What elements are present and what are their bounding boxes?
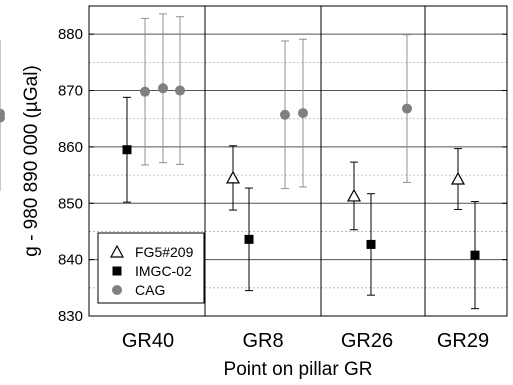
point-marker-cag — [140, 86, 150, 97]
legend-label: IMGC-02 — [135, 263, 192, 279]
y-tick-label: 870 — [58, 83, 83, 100]
data-point — [450, 148, 466, 210]
group-label: GR8 — [242, 330, 283, 352]
x-axis: GR40 GR8 GR26 GR29 — [122, 330, 489, 352]
y-tick-label: 840 — [58, 252, 83, 269]
y-axis-title: g - 980 890 000 (µGal) — [21, 65, 42, 257]
point-marker-imgc — [244, 234, 254, 244]
point-marker-cag — [112, 285, 122, 295]
y-axis: 830 840 850 860 870 880 — [58, 26, 507, 325]
group-label: GR40 — [122, 330, 174, 352]
y-tick-label: 860 — [58, 139, 83, 156]
data-point — [470, 201, 480, 310]
data-point — [140, 17, 150, 166]
point-marker-cag — [280, 109, 290, 120]
point-marker-cag — [175, 85, 185, 96]
y-tick-label: 850 — [58, 195, 83, 212]
data-points — [0, 13, 480, 310]
data-point — [0, 44, 5, 191]
data-point — [225, 145, 241, 211]
data-point — [298, 38, 308, 188]
point-marker-fg5 — [450, 171, 466, 185]
point-marker-cag — [0, 112, 5, 123]
y-tick-label: 880 — [58, 26, 83, 43]
point-marker-cag — [298, 108, 308, 119]
point-marker-imgc — [122, 145, 132, 155]
legend-label: FG5#209 — [135, 244, 194, 260]
data-point — [402, 34, 412, 183]
x-axis-title: Point on pillar GR — [224, 359, 373, 380]
legend-label: CAG — [135, 282, 165, 298]
point-marker-imgc — [112, 266, 122, 276]
data-point — [175, 16, 185, 165]
data-point — [122, 96, 132, 203]
data-point — [366, 193, 376, 296]
point-marker-fg5 — [225, 170, 241, 184]
data-point — [158, 13, 168, 164]
data-point — [244, 187, 254, 292]
group-label: GR26 — [341, 330, 393, 352]
point-marker-cag — [402, 103, 412, 114]
y-tick-label: 830 — [58, 308, 83, 325]
point-marker-cag — [158, 83, 168, 94]
point-marker-imgc — [366, 239, 376, 249]
point-marker-fg5 — [346, 188, 362, 202]
data-point — [280, 40, 290, 190]
point-marker-fg5 — [109, 244, 125, 258]
plot-frame — [88, 5, 508, 317]
group-label: GR29 — [437, 330, 489, 352]
point-marker-imgc — [470, 250, 480, 260]
data-point — [346, 161, 362, 231]
legend: FG5#209 IMGC-02 CAG — [97, 232, 205, 304]
